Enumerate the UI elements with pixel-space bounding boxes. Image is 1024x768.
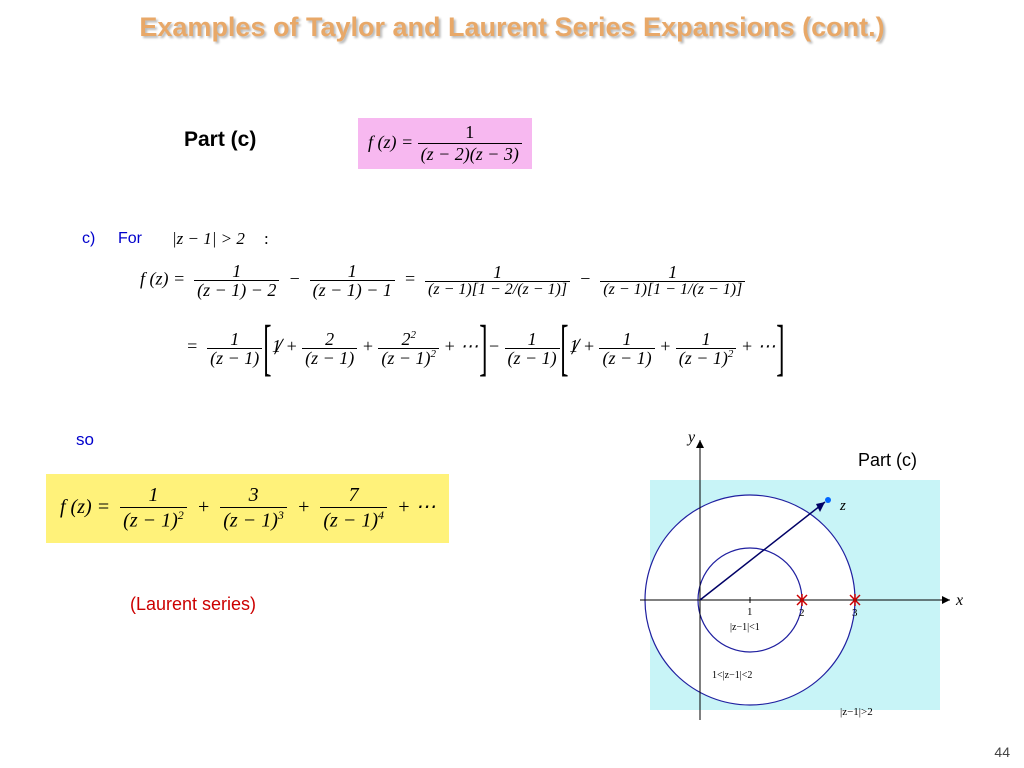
d: (z − 1) − 1 [310, 281, 395, 299]
z-point [825, 497, 831, 503]
p: 2 [410, 329, 416, 341]
d: (z − 1)[1 − 1/(z − 1)] [600, 282, 745, 298]
dots: + ⋯ [397, 496, 436, 518]
fz-denominator: (z − 2)(z − 3) [418, 144, 522, 165]
tick-1: 1 [747, 606, 753, 618]
p: 2 [178, 508, 184, 522]
struck-one: 1 [569, 336, 578, 356]
laurent-label: (Laurent series) [130, 594, 256, 615]
n: 1 [425, 263, 570, 282]
d: (z − 1) [679, 348, 728, 368]
page-number: 44 [994, 744, 1010, 760]
colon: : [264, 229, 269, 249]
deriv-lhs: f (z) = [140, 269, 185, 289]
result-lhs: f (z) = [60, 496, 110, 518]
n: 1 [505, 330, 560, 349]
n: 1 [310, 262, 395, 281]
complex-plane-diagram: z x y 1 2 3 |z−1|<1 1<|z−1|<2 |z−1|>2 [640, 430, 970, 730]
p: 4 [378, 508, 384, 522]
n: 2 [302, 330, 357, 349]
part-c-label: Part (c) [184, 128, 256, 152]
n: 1 [599, 330, 654, 349]
n: 1 [207, 330, 262, 349]
d: (z − 1) [381, 348, 430, 368]
item-c-label: c) [82, 230, 95, 248]
condition: |z − 1| > 2 [172, 229, 245, 249]
d: (z − 1) [207, 349, 262, 367]
result-box: f (z) = 1(z − 1)2 + 3(z − 1)3 + 7(z − 1)… [46, 474, 449, 543]
d: (z − 1) [599, 349, 654, 367]
z-label: z [839, 498, 846, 514]
eq: = [404, 269, 416, 289]
d: (z − 1) [123, 510, 178, 532]
minus: − [288, 269, 300, 289]
tick-3: 3 [852, 607, 858, 619]
x-arrow [942, 596, 950, 604]
p: 3 [278, 508, 284, 522]
y-label: y [686, 430, 696, 446]
n: 1 [600, 263, 745, 282]
n: 1 [194, 262, 279, 281]
tick-2: 2 [799, 607, 805, 619]
minus: − [579, 269, 591, 289]
slide-title: Examples of Taylor and Laurent Series Ex… [0, 12, 1024, 43]
d: (z − 1) [323, 510, 378, 532]
region1-label: |z−1|<1 [730, 622, 760, 633]
d: (z − 1) [302, 349, 357, 367]
y-arrow [696, 440, 704, 448]
function-definition-box: f (z) = 1 (z − 2)(z − 3) [358, 118, 532, 169]
region3-label: |z−1|>2 [840, 706, 873, 718]
derivation-block: f (z) = 1(z − 1) − 2 − 1(z − 1) − 1 = 1(… [140, 262, 781, 379]
n: 1 [676, 330, 737, 349]
fz-lhs: f (z) = [368, 132, 413, 152]
eq: = [186, 336, 198, 356]
region2-label: 1<|z−1|<2 [712, 670, 752, 681]
n: 7 [320, 484, 387, 508]
x-label: x [955, 592, 963, 609]
d: (z − 1) [223, 510, 278, 532]
n: 3 [220, 484, 287, 508]
for-label: For [118, 230, 142, 248]
d: (z − 1) − 2 [194, 281, 279, 299]
n: 1 [120, 484, 187, 508]
d: (z − 1)[1 − 2/(z − 1)] [425, 282, 570, 298]
so-label: so [76, 430, 94, 450]
struck-one: 1 [272, 336, 281, 356]
fz-numerator: 1 [418, 122, 522, 144]
d: (z − 1) [505, 349, 560, 367]
